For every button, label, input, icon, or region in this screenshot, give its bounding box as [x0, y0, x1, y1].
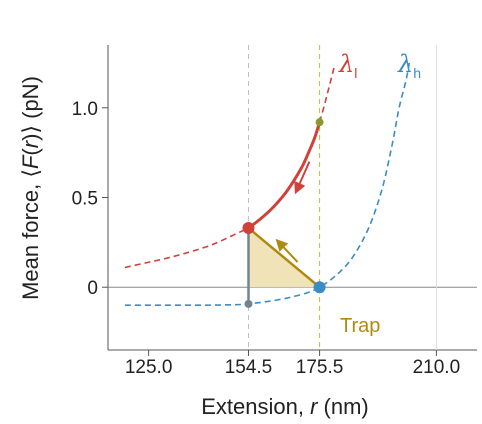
x-tick-label: 210.0	[413, 357, 461, 378]
curve-high-dashed	[124, 62, 411, 306]
data-point	[313, 281, 326, 294]
curve-low-solid	[247, 121, 322, 230]
x-axis-label: Extension, r (nm)	[201, 394, 369, 419]
y-tick-label: 1.0	[72, 99, 98, 120]
data-point	[244, 299, 253, 308]
x-tick-label: 175.5	[296, 357, 344, 378]
x-tick-label: 125.0	[125, 357, 173, 378]
series-label-high: λh	[397, 50, 421, 81]
x-tick-label: 154.5	[225, 357, 273, 378]
y-axis-label: Mean force, ⟨F(r)⟩ (pN)	[18, 76, 43, 300]
arrow-low	[294, 161, 311, 195]
series-label-low: λl	[338, 50, 357, 81]
data-point	[315, 118, 324, 127]
y-tick-label: 0.5	[72, 189, 98, 210]
trap-line	[247, 227, 321, 289]
curve-low-dashed-left	[124, 227, 249, 269]
curve-low-dashed-right	[318, 64, 336, 123]
arrow-trap	[275, 238, 299, 263]
y-tick-label: 0	[87, 278, 98, 299]
trap-label: Trap	[340, 315, 380, 337]
data-point	[242, 222, 255, 234]
